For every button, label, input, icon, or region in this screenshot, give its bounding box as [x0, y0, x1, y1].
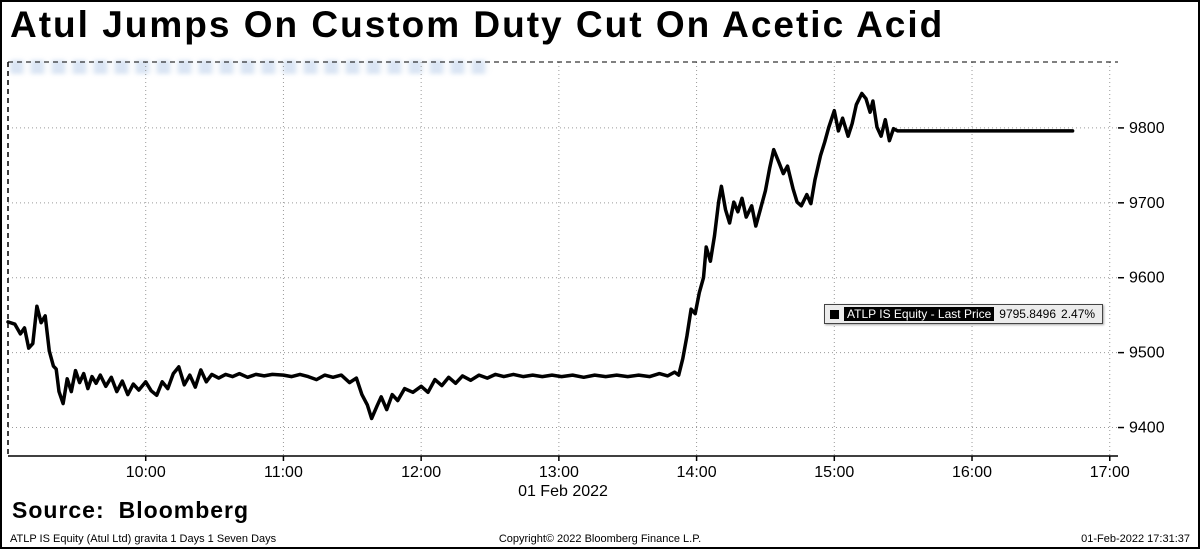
- y-tick-label: 9400: [1129, 420, 1165, 437]
- redacted-subtitle: [10, 60, 490, 74]
- price-line: [6, 91, 1075, 421]
- y-tick-label: 9500: [1129, 345, 1165, 362]
- footer-copyright: Copyright© 2022 Bloomberg Finance L.P.: [498, 533, 702, 545]
- legend-tooltip[interactable]: ATLP IS Equity - Last Price 9795.8496 2.…: [824, 304, 1104, 324]
- x-tick-label: 17:00: [1090, 464, 1130, 481]
- legend-series-label: ATLP IS Equity - Last Price: [844, 307, 995, 321]
- footer-ticker-info: ATLP IS Equity (Atul Ltd) gravita 1 Days…: [10, 533, 277, 545]
- page-title: Atul Jumps On Custom Duty Cut On Acetic …: [10, 4, 945, 45]
- x-tick-label: 13:00: [539, 464, 579, 481]
- source-value: Bloomberg: [118, 497, 250, 523]
- y-tick-label: 9600: [1129, 270, 1165, 287]
- x-tick-label: 11:00: [264, 464, 303, 481]
- x-tick-label: 10:00: [126, 464, 166, 481]
- series-swatch-icon: [830, 309, 839, 319]
- price-chart[interactable]: 9400 9500 9600 9700 9800 10:00 11:00 12:00 13:00…: [2, 56, 1200, 504]
- footer-timestamp: 01-Feb-2022 17:31:37: [1081, 533, 1190, 545]
- x-axis-date-label: 01 Feb 2022: [518, 483, 608, 500]
- x-tick-label: 15:00: [814, 464, 854, 481]
- y-tick-label: 9800: [1129, 120, 1165, 137]
- source-line: Source: Bloomberg: [12, 497, 249, 524]
- legend-change-pct: 2.47%: [1061, 307, 1096, 321]
- legend-last-price: 9795.8496: [999, 307, 1057, 321]
- y-tick-label: 9700: [1129, 195, 1165, 212]
- x-tick-label: 14:00: [677, 464, 717, 481]
- source-label: Source:: [12, 497, 105, 523]
- footer-bar: ATLP IS Equity (Atul Ltd) gravita 1 Days…: [2, 531, 1198, 546]
- x-tick-label: 16:00: [952, 464, 992, 481]
- x-tick-label: 12:00: [401, 464, 441, 481]
